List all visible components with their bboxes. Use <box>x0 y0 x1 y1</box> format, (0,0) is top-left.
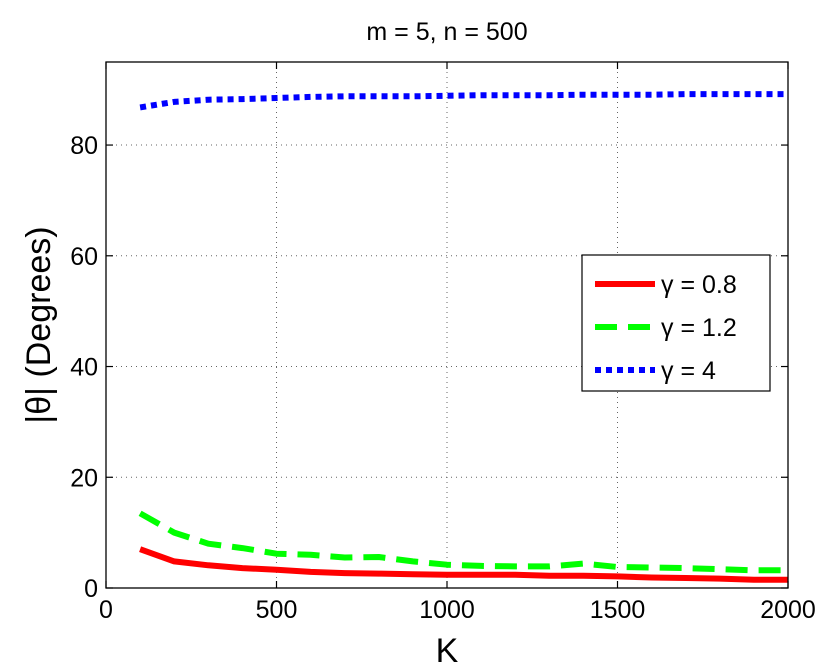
x-tick-label: 1500 <box>590 596 646 624</box>
legend-label-2: γ = 1.2 <box>661 314 737 342</box>
y-axis-label: |θ| (Degrees) <box>20 226 58 423</box>
x-tick-label: 1000 <box>419 596 475 624</box>
legend-label-1: γ = 0.8 <box>661 271 737 299</box>
x-axis-label: K <box>436 632 459 669</box>
x-tick-label: 2000 <box>760 596 816 624</box>
x-tick-label: 500 <box>256 596 298 624</box>
y-tick-label: 80 <box>70 132 98 160</box>
axis-ticks: 0 500 1000 1500 2000 0 20 40 60 80 <box>70 62 816 624</box>
series-line-2 <box>138 510 788 574</box>
y-tick-label: 40 <box>70 354 98 382</box>
plot-series <box>138 91 788 583</box>
legend: γ = 0.8 γ = 1.2 γ = 4 <box>581 254 771 392</box>
grid-lines <box>106 62 788 588</box>
legend-box <box>581 254 771 392</box>
series-line-3 <box>139 91 788 111</box>
x-tick-label: 0 <box>99 596 113 624</box>
y-tick-label: 60 <box>70 243 98 271</box>
y-tick-label: 0 <box>84 575 98 603</box>
legend-label-3: γ = 4 <box>661 357 716 385</box>
chart-title: m = 5, n = 500 <box>366 18 527 46</box>
y-tick-label: 20 <box>70 464 98 492</box>
series-line-1 <box>139 546 788 583</box>
